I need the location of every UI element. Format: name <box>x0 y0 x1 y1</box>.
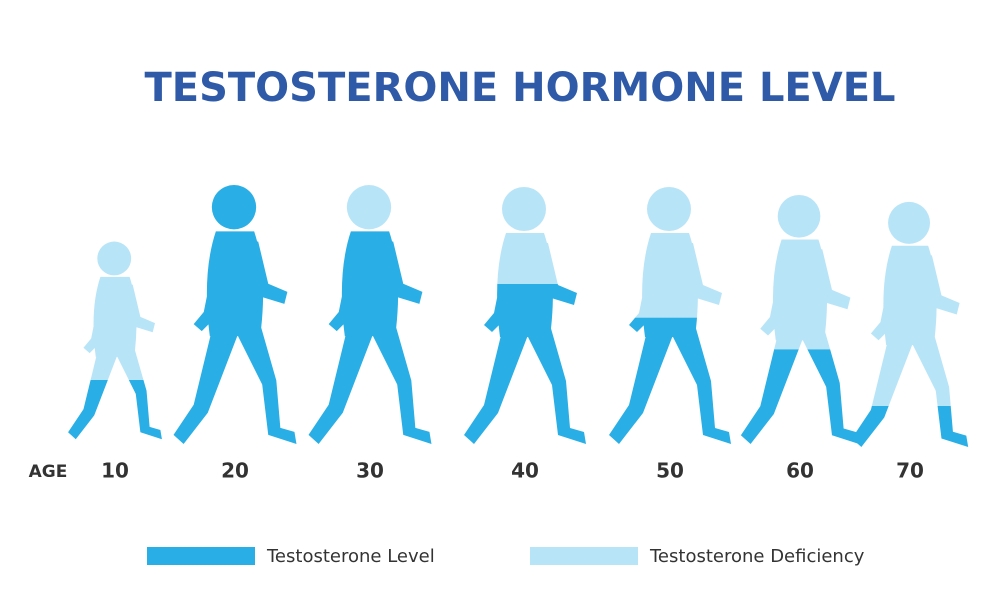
x-tick-label: 60 <box>786 459 814 483</box>
x-axis-label: AGE <box>29 462 68 482</box>
legend-swatch <box>530 547 638 565</box>
x-tick-label: 20 <box>221 459 249 483</box>
chart-title: TESTOSTERONE HORMONE LEVEL <box>144 65 895 111</box>
x-tick-label: 30 <box>356 459 384 483</box>
x-tick-label: 10 <box>101 459 129 483</box>
x-tick-label: 70 <box>896 459 924 483</box>
legend-label: Testosterone Deficiency <box>649 546 865 567</box>
legend-swatch <box>147 547 255 565</box>
x-tick-label: 50 <box>656 459 684 483</box>
legend-label: Testosterone Level <box>266 546 435 567</box>
x-tick-label: 40 <box>511 459 539 483</box>
